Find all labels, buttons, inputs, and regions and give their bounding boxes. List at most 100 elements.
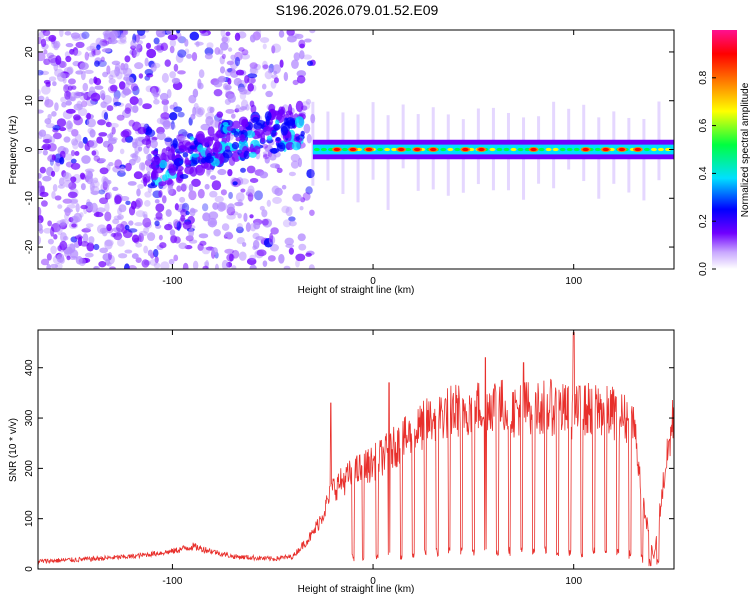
y-tick-label: 300 bbox=[24, 409, 35, 426]
spectrogram-blob bbox=[292, 193, 302, 202]
tone-segment bbox=[650, 147, 657, 152]
spectrogram-blob bbox=[276, 167, 283, 174]
spectrogram-blob bbox=[66, 255, 71, 261]
spectrogram-blob bbox=[154, 256, 159, 264]
spectrogram-blob bbox=[226, 126, 234, 132]
tone-segment bbox=[454, 147, 461, 152]
spectrogram-blob bbox=[122, 67, 133, 77]
spectrogram-blob bbox=[97, 60, 107, 68]
spectrogram-blob bbox=[267, 255, 276, 262]
spectrogram-blob bbox=[119, 166, 126, 174]
x-tick-label: -100 bbox=[162, 576, 182, 587]
spectrogram-blob bbox=[227, 93, 236, 103]
x-tick-label: 0 bbox=[370, 276, 376, 287]
spectrogram-blob bbox=[67, 78, 76, 85]
spectrogram-blob bbox=[93, 155, 101, 162]
spectrogram-blob bbox=[93, 265, 100, 269]
spectrogram-blob bbox=[241, 49, 249, 56]
spectrogram-blob bbox=[186, 53, 193, 59]
spectrogram-blob bbox=[237, 198, 243, 206]
spectrogram-blob bbox=[207, 126, 215, 137]
spectrogram-blob bbox=[265, 90, 273, 98]
spectrogram-blob bbox=[252, 245, 257, 251]
spectrogram-blob bbox=[96, 224, 107, 235]
spectrogram-blob bbox=[94, 77, 102, 86]
spectrogram-blob bbox=[61, 218, 69, 226]
spectrogram-blob bbox=[204, 53, 213, 60]
spectrogram-blob bbox=[160, 42, 169, 51]
spectrogram-blob bbox=[236, 177, 244, 186]
spectrogram-blob bbox=[254, 190, 263, 201]
spectrogram-blob bbox=[47, 113, 52, 120]
spectrogram-blob bbox=[252, 116, 260, 123]
spectrogram-blob bbox=[113, 232, 123, 241]
spectrogram-blob bbox=[64, 31, 72, 36]
spectrogram-blob bbox=[153, 262, 161, 269]
spectrogram-blob bbox=[184, 38, 189, 47]
spectrogram-blob bbox=[191, 178, 201, 187]
spectrogram-blob bbox=[70, 150, 76, 157]
spectrogram-blob bbox=[224, 248, 235, 254]
tone-burst-core bbox=[333, 147, 341, 152]
spectrogram-blob bbox=[52, 183, 58, 192]
spectrogram-blob bbox=[104, 239, 113, 250]
spectrogram-streak bbox=[386, 115, 390, 210]
spectrogram-blob bbox=[143, 214, 148, 219]
spectrogram-blob bbox=[124, 82, 130, 89]
spectrogram-blob bbox=[305, 98, 312, 105]
spectrogram-blob bbox=[288, 220, 297, 227]
spectrogram-blob bbox=[96, 136, 104, 144]
spectrogram-blob bbox=[127, 265, 137, 269]
spectrogram-blob bbox=[302, 54, 313, 60]
spectrogram-blob bbox=[74, 151, 80, 156]
tone-burst-core bbox=[365, 147, 373, 152]
spectrogram-blob bbox=[112, 186, 119, 192]
spectrogram-blob bbox=[237, 87, 247, 92]
spectrogram-blob bbox=[75, 41, 85, 48]
spectrogram-blob bbox=[168, 164, 177, 176]
spectrogram-blob bbox=[110, 84, 118, 92]
spectrogram-blob bbox=[309, 209, 315, 216]
spectrogram-blob bbox=[169, 38, 177, 48]
spectrogram-blob bbox=[132, 105, 139, 114]
spectrogram-blob bbox=[54, 102, 59, 112]
spectrogram-blob bbox=[259, 205, 265, 211]
spectrogram-blob bbox=[62, 198, 73, 204]
spectrogram-blob bbox=[159, 159, 168, 169]
spectrogram-blob bbox=[45, 123, 56, 129]
y-tick-label: 20 bbox=[24, 46, 35, 58]
spectrogram-blob bbox=[243, 212, 248, 222]
spectrogram-blob bbox=[164, 59, 171, 67]
spectrogram-blob bbox=[135, 197, 143, 208]
spectrogram-blob bbox=[235, 104, 241, 110]
spectrogram-blob bbox=[189, 31, 200, 41]
spectrogram-blob bbox=[72, 47, 79, 56]
spectrogram-blob bbox=[52, 132, 62, 140]
spectrogram-blob bbox=[38, 235, 41, 245]
spectrogram-blob bbox=[245, 130, 256, 138]
spectrogram-blob bbox=[145, 30, 150, 33]
spectrogram-blob bbox=[305, 186, 313, 195]
spectrogram-blob bbox=[231, 113, 236, 119]
tone-segment bbox=[503, 147, 510, 152]
spectrogram-blob bbox=[123, 263, 130, 269]
spectrogram-blob bbox=[122, 87, 131, 96]
spectrogram-blob bbox=[144, 191, 152, 198]
tone-segment bbox=[440, 147, 447, 152]
spectrogram-blob bbox=[246, 257, 257, 266]
spectrogram-blob bbox=[259, 171, 269, 179]
spectrogram-blob bbox=[271, 45, 276, 54]
tone-burst-core bbox=[582, 147, 589, 152]
spectrogram-blob bbox=[86, 112, 91, 120]
spectrogram-blob bbox=[91, 48, 96, 57]
spectrogram-blob bbox=[127, 228, 138, 233]
spectrogram-blob bbox=[151, 150, 159, 155]
spectrogram-blob bbox=[67, 191, 78, 199]
tone-segment bbox=[405, 147, 412, 152]
spectrogram-blob bbox=[164, 223, 173, 231]
spectrogram-blob bbox=[118, 253, 128, 259]
spectrogram-streak bbox=[567, 108, 571, 170]
spectrogram-blob bbox=[221, 36, 229, 43]
spectrogram-blob bbox=[235, 192, 245, 202]
